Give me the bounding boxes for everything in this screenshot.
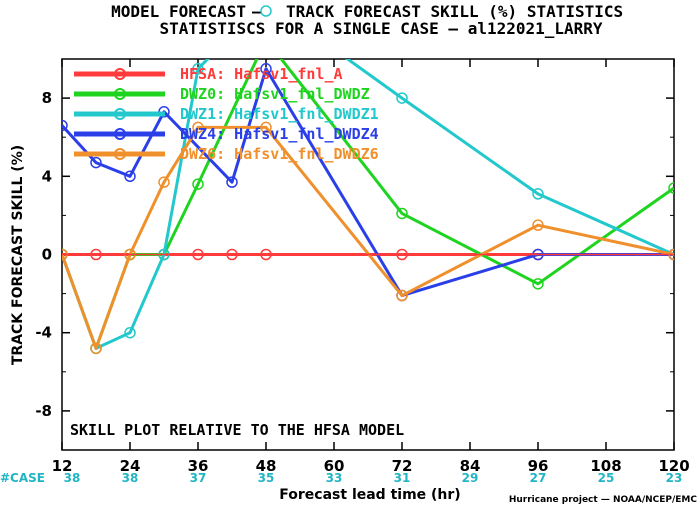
case-label: #CASE	[0, 471, 45, 485]
legend-marker	[114, 108, 126, 120]
case-count: 38	[64, 471, 81, 485]
x-tick-label: 36	[188, 457, 209, 475]
chart-title-dash: —	[252, 2, 262, 21]
x-axis-label: Forecast lead time (hr)	[279, 487, 460, 503]
y-tick-label: -8	[35, 402, 52, 420]
case-count: 37	[190, 471, 207, 485]
case-count: 27	[530, 471, 547, 485]
case-count: 31	[394, 471, 411, 485]
legend-entry: DWZ0: Hafsv1_fnl_DWDZ	[180, 85, 370, 103]
series-line-2	[62, 59, 674, 350]
x-tick-label: 24	[120, 457, 141, 475]
data-point	[260, 121, 272, 134]
data-point	[90, 156, 102, 169]
y-tick-label: 0	[42, 246, 52, 264]
data-point	[192, 63, 204, 75]
data-point	[192, 121, 204, 134]
data-point	[396, 92, 408, 104]
data-point	[532, 278, 544, 290]
case-count: 33	[326, 471, 343, 485]
legend-entry: DWZ4: Hafsv1_fnl_DWDZ4	[180, 125, 379, 143]
x-tick-label: 108	[590, 457, 621, 475]
series-line-3	[62, 67, 674, 298]
case-count: 29	[462, 471, 479, 485]
legend-entry: HFSA: Hafsv1_fnl_A	[180, 65, 343, 83]
title-circle-marker	[260, 5, 272, 17]
x-tick-label: 96	[528, 457, 549, 475]
case-count: 35	[258, 471, 275, 485]
x-tick-label: 60	[324, 457, 345, 475]
x-tick-label: 120	[658, 457, 689, 475]
x-tick-label: 84	[460, 457, 481, 475]
y-axis-label: TRACK FORECAST SKILL (%)	[10, 145, 26, 365]
credit-text: Hurricane project — NOAA/NCEP/EMC	[509, 495, 698, 505]
data-point	[158, 176, 170, 188]
y-tick-label: 4	[42, 167, 52, 185]
legend-marker	[114, 68, 126, 80]
y-tick-label: 8	[42, 89, 52, 107]
data-point	[124, 170, 136, 183]
skill-annotation: SKILL PLOT RELATIVE TO THE HFSA MODEL	[70, 421, 404, 439]
case-count: 25	[598, 471, 615, 485]
legend-marker	[114, 88, 126, 100]
chart-title-left: MODEL FORECAST	[111, 2, 246, 21]
legend-marker	[114, 128, 126, 140]
data-point	[532, 188, 544, 200]
legend-entry: DWZ1: Hafsv1_fnl_DWDZ1	[180, 105, 379, 123]
data-point	[396, 289, 408, 302]
data-point	[90, 342, 102, 355]
data-point	[62, 119, 68, 132]
x-tick-label: 12	[52, 457, 73, 475]
data-point	[192, 178, 204, 190]
data-point	[260, 63, 272, 75]
data-point	[668, 182, 674, 194]
series-line-4	[62, 125, 674, 350]
x-tick-label: 72	[392, 457, 413, 475]
chart-subtitle: STATISTISCS FOR A SINGLE CASE — al122021…	[159, 19, 602, 38]
chart-title-right: TRACK FORECAST SKILL (%) STATISTICS	[286, 2, 623, 21]
series-lines	[62, 0, 674, 355]
legend-marker	[114, 148, 126, 160]
data-point	[396, 207, 408, 220]
case-counts: 38 38 37 35 33 31 29 27 25 23	[64, 471, 683, 485]
data-point	[124, 326, 136, 339]
legend-entry: DWZ6: Hafsv1_fnl_DWDZ6	[180, 145, 379, 163]
case-count: 38	[122, 471, 139, 485]
data-point	[261, 0, 271, 5]
data-point	[226, 176, 238, 188]
y-tick-label: -4	[35, 324, 52, 342]
data-point	[532, 219, 544, 231]
legend: HFSA: Hafsv1_fnl_A DWZ0: Hafsv1_fnl_DWDZ D…	[74, 65, 379, 163]
x-tick-label: 48	[256, 457, 277, 475]
case-count: 23	[666, 471, 683, 485]
